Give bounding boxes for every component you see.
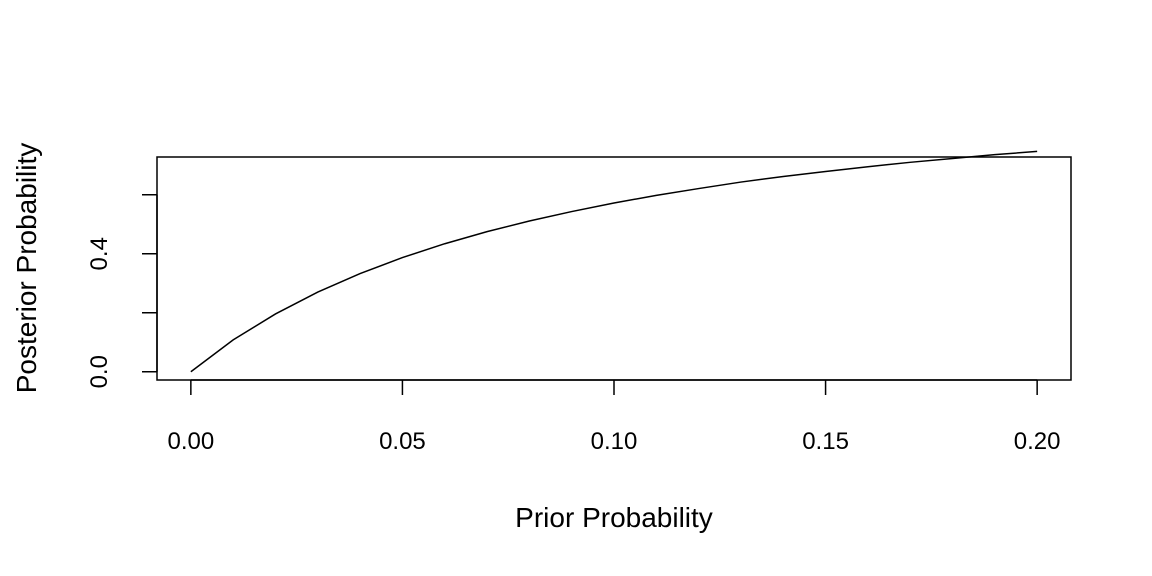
x-tick-label: 0.10 bbox=[591, 428, 638, 455]
plot-frame bbox=[156, 156, 1072, 381]
series-line bbox=[190, 150, 1038, 373]
x-axis: 0.00 0.05 0.10 0.15 0.20 bbox=[167, 379, 1061, 455]
y-tick-label: 0.4 bbox=[86, 237, 113, 270]
x-tick-label: 0.05 bbox=[379, 428, 426, 455]
x-tick-label: 0.00 bbox=[167, 428, 214, 455]
series-group bbox=[190, 150, 1038, 373]
x-axis-title: Prior Probability bbox=[515, 502, 713, 533]
x-tick-label: 0.20 bbox=[1014, 428, 1061, 455]
y-axis-title: Posterior Probability bbox=[11, 143, 42, 394]
y-tick-label: 0.0 bbox=[86, 355, 113, 388]
y-axis: 0.0 0.4 bbox=[86, 194, 158, 388]
x-tick-label: 0.15 bbox=[802, 428, 849, 455]
